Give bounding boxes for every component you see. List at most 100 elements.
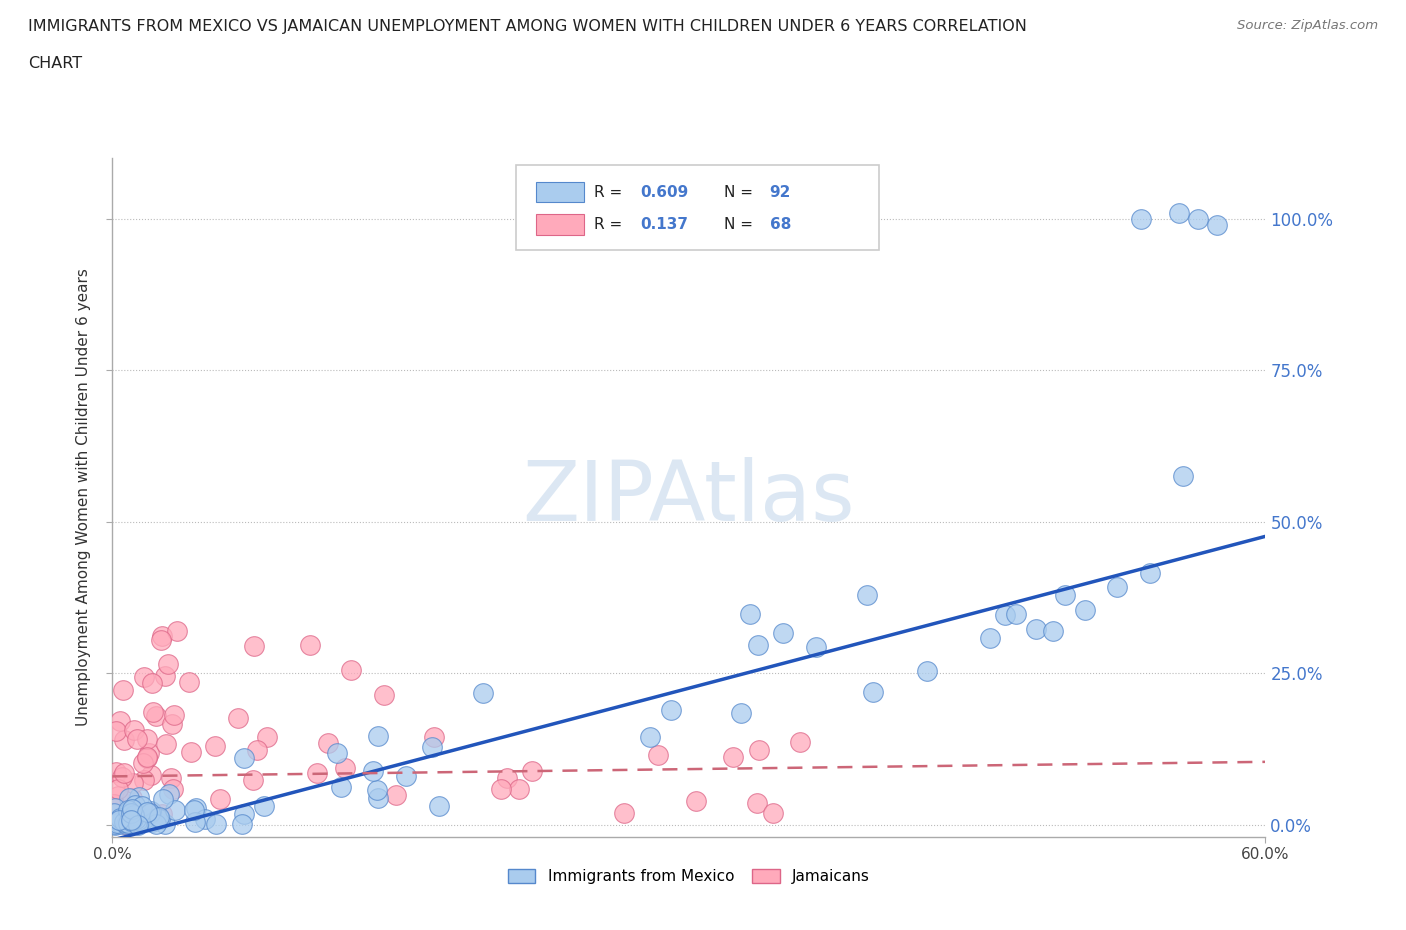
Point <box>157 787 180 802</box>
Point <box>111 814 134 829</box>
Point <box>340 662 363 677</box>
Point <box>184 801 207 816</box>
Point <box>104 817 127 832</box>
Point <box>155 737 177 751</box>
Point <box>111 683 134 698</box>
Point <box>127 732 149 747</box>
Point <box>194 812 217 827</box>
Point <box>110 817 132 831</box>
Point <box>148 809 170 824</box>
Point <box>1171 469 1194 484</box>
Y-axis label: Unemployment Among Women with Children Under 6 years: Unemployment Among Women with Children U… <box>76 269 91 726</box>
Point <box>1042 624 1064 639</box>
Point <box>862 684 884 699</box>
Point <box>233 806 256 821</box>
Point <box>246 743 269 758</box>
Point <box>112 765 135 780</box>
Point <box>256 730 278 745</box>
Bar <box>536 182 583 202</box>
Point <box>136 804 159 819</box>
Point <box>149 812 172 827</box>
Point <box>108 813 131 828</box>
Point <box>184 814 207 829</box>
Point <box>112 814 135 829</box>
FancyBboxPatch shape <box>516 165 879 250</box>
Point <box>122 814 145 829</box>
Text: R =: R = <box>595 217 627 232</box>
Point <box>131 755 153 770</box>
Point <box>772 626 794 641</box>
Point <box>117 807 139 822</box>
Text: N =: N = <box>724 184 758 200</box>
Point <box>307 766 329 781</box>
Point <box>208 791 231 806</box>
Point <box>150 632 173 647</box>
Point <box>647 748 669 763</box>
Text: 68: 68 <box>769 217 792 232</box>
Point <box>1139 565 1161 580</box>
Point <box>385 787 408 802</box>
Point <box>114 817 136 832</box>
Point <box>489 781 512 796</box>
Point <box>117 803 139 817</box>
Point <box>856 588 879 603</box>
Point <box>738 607 761 622</box>
Point <box>361 764 384 778</box>
Text: 0.137: 0.137 <box>641 217 689 232</box>
Point <box>1073 603 1095 618</box>
Point <box>747 638 769 653</box>
Point <box>138 806 160 821</box>
Point <box>122 812 145 827</box>
Point <box>145 817 167 831</box>
Point <box>128 790 150 804</box>
Point <box>146 811 169 826</box>
Point <box>120 814 142 829</box>
Point <box>333 760 356 775</box>
Point <box>316 736 339 751</box>
Point <box>129 814 152 829</box>
Point <box>150 806 173 821</box>
Point <box>204 738 226 753</box>
Text: 0.609: 0.609 <box>641 184 689 200</box>
Point <box>125 812 148 827</box>
Point <box>730 705 752 720</box>
Point <box>233 751 256 766</box>
Point <box>789 735 811 750</box>
Point <box>979 631 1001 645</box>
Point <box>329 779 352 794</box>
Point <box>177 674 200 689</box>
Point <box>163 708 186 723</box>
Text: CHART: CHART <box>28 56 82 71</box>
Text: 92: 92 <box>769 184 792 200</box>
Point <box>114 817 136 831</box>
Point <box>132 772 155 787</box>
Point <box>121 806 143 821</box>
Point <box>1025 621 1047 636</box>
Point <box>659 702 682 717</box>
Point <box>121 802 143 817</box>
Point <box>131 799 153 814</box>
Point <box>107 781 129 796</box>
Bar <box>536 215 583 234</box>
Point <box>422 739 444 754</box>
Legend: Immigrants from Mexico, Jamaicans: Immigrants from Mexico, Jamaicans <box>502 863 876 890</box>
Point <box>723 750 745 764</box>
Point <box>121 776 143 790</box>
Point <box>125 807 148 822</box>
Point <box>142 704 165 719</box>
Point <box>253 798 276 813</box>
Point <box>139 768 162 783</box>
Point <box>748 743 770 758</box>
Point <box>367 791 389 806</box>
Point <box>135 750 157 764</box>
Point <box>226 711 249 725</box>
Point <box>120 813 142 828</box>
Point <box>165 803 187 817</box>
Text: ZIPAtlas: ZIPAtlas <box>523 457 855 538</box>
Point <box>160 717 183 732</box>
Point <box>141 675 163 690</box>
Point <box>325 746 347 761</box>
Point <box>1187 211 1209 226</box>
Point <box>762 806 785 821</box>
Point <box>1105 580 1128 595</box>
